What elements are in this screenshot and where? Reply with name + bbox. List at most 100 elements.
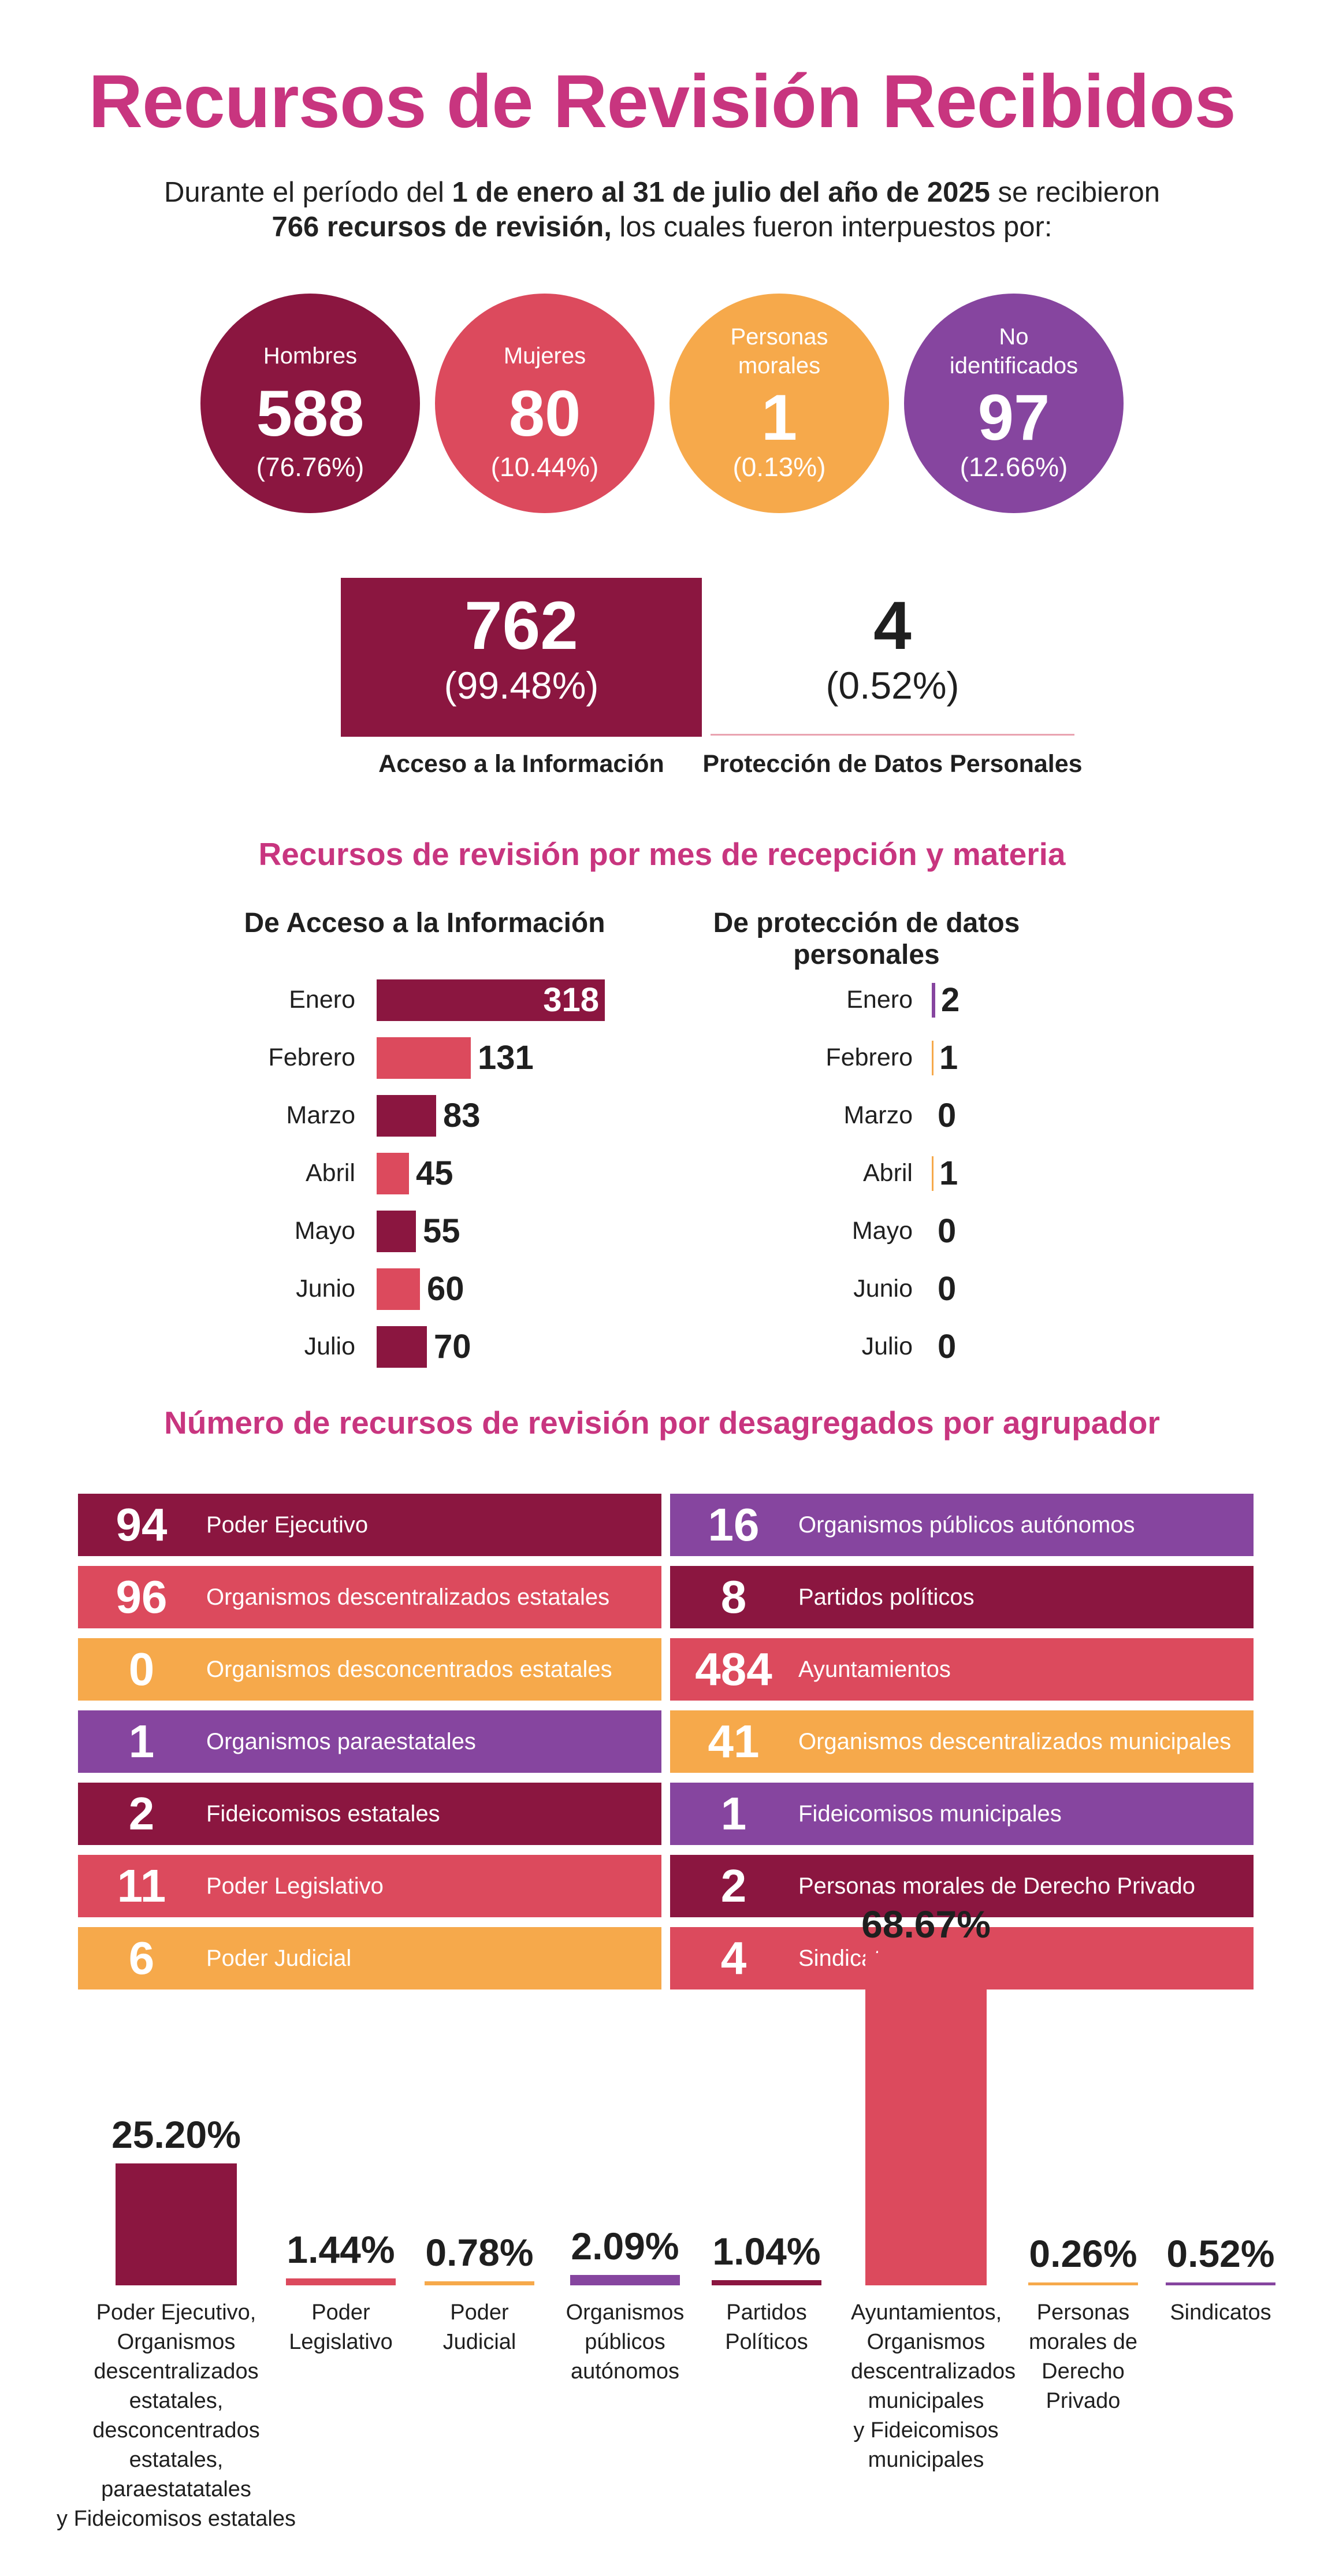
bar-value: 131 xyxy=(478,1039,534,1077)
circle-hombres: Hombres 588 (76.76%) xyxy=(200,294,420,513)
agrupador-label: Organismos públicos autónomos xyxy=(798,1512,1135,1538)
month-label: Julio xyxy=(861,1332,913,1360)
section-title-month: Recursos de revisión por mes de recepció… xyxy=(258,836,1066,872)
agrupador-row: 8 Partidos políticos xyxy=(670,1566,1254,1628)
percent-value: 0.78% xyxy=(425,2231,534,2274)
percent-label: Poder Judicial xyxy=(442,2300,516,2354)
bar-acceso xyxy=(377,979,605,1021)
month-label: Enero xyxy=(289,986,355,1014)
percent-label: Personas morales de Derecho Privado xyxy=(1029,2300,1137,2413)
intro-text: Durante el período del xyxy=(163,177,452,208)
bar-value: 55 xyxy=(423,1212,460,1250)
agrupador-row: 484 Ayuntamientos xyxy=(670,1638,1254,1701)
bar-acceso xyxy=(377,1211,416,1252)
intro-line-1: Durante el período del 1 de enero al 31 … xyxy=(0,176,1324,209)
percent-bar xyxy=(116,2163,237,2285)
percent-value: 1.04% xyxy=(712,2230,821,2273)
agrupador-row: 96 Organismos descentralizados estatales xyxy=(78,1566,661,1628)
materia-datos-underline xyxy=(711,734,1074,736)
section-title-agrupador: Número de recursos de revisión por desag… xyxy=(164,1405,1160,1441)
percent-bar xyxy=(865,1953,987,2285)
month-label: Mayo xyxy=(851,1217,913,1245)
month-label: Junio xyxy=(296,1275,355,1302)
month-label: Abril xyxy=(862,1159,913,1187)
agrupador-label: Fideicomisos estatales xyxy=(206,1801,440,1827)
agrupador-value: 16 xyxy=(708,1499,760,1550)
materia-value: 4 xyxy=(873,588,912,664)
percent-value: 25.20% xyxy=(111,2113,241,2156)
circle-label: Mujeres xyxy=(503,343,586,369)
month-label: Marzo xyxy=(843,1101,913,1129)
circle-label: No identificados xyxy=(949,324,1078,378)
agrupador-label: Organismos desconcentrados estatales xyxy=(206,1657,612,1682)
agrupador-label: Ayuntamientos xyxy=(798,1657,951,1682)
agrupador-label: Organismos paraestatales xyxy=(206,1729,476,1754)
bar-value: 0 xyxy=(938,1097,957,1134)
intro-line-2: 766 recursos de revisión, los cuales fue… xyxy=(0,211,1324,243)
month-label: Abril xyxy=(305,1159,355,1187)
bar-value: 60 xyxy=(427,1270,464,1308)
percent-label: Sindicatos xyxy=(1170,2300,1271,2325)
agrupador-row: 16 Organismos públicos autónomos xyxy=(670,1494,1254,1556)
month-label: Febrero xyxy=(268,1044,355,1071)
agrupador-label: Personas morales de Derecho Privado xyxy=(798,1873,1196,1899)
agrupador-value: 4 xyxy=(720,1932,747,1984)
month-label: Febrero xyxy=(825,1044,913,1071)
agrupador-row: 11 Poder Legislativo xyxy=(78,1855,661,1917)
circle-percent: (76.76%) xyxy=(256,452,365,482)
circle-mujeres: Mujeres 80 (10.44%) xyxy=(435,294,654,513)
agrupador-value: 1 xyxy=(720,1788,747,1839)
materia-label: Protección de Datos Personales xyxy=(702,750,1083,778)
circle-no-identificados: No identificados 97 (12.66%) xyxy=(904,294,1124,513)
agrupador-label: Organismos descentralizados municipales xyxy=(798,1729,1232,1754)
intro-text: se recibieron xyxy=(990,177,1160,208)
agrupador-value: 0 xyxy=(128,1643,155,1695)
bar-datos xyxy=(932,1156,934,1191)
circle-value: 588 xyxy=(256,377,365,450)
agrupador-row: 6 Poder Judicial xyxy=(78,1927,661,1989)
materia-percent: (0.52%) xyxy=(825,664,959,707)
circle-label: Hombres xyxy=(263,343,358,369)
bar-value: 83 xyxy=(443,1097,481,1134)
percent-value: 68.67% xyxy=(861,1903,991,1946)
intro-text: los cuales fueron interpuestos por: xyxy=(611,211,1052,243)
bar-value: 0 xyxy=(938,1212,957,1250)
agrupador-value: 94 xyxy=(116,1499,168,1550)
agrupador-row: 41 Organismos descentralizados municipale… xyxy=(670,1710,1254,1773)
agrupador-label: Organismos descentralizados estatales xyxy=(206,1584,610,1610)
agrupador-value: 1 xyxy=(128,1716,155,1767)
agrupador-value: 6 xyxy=(128,1932,155,1984)
bar-value: 45 xyxy=(416,1155,453,1192)
agrupador-label: Poder Legislativo xyxy=(206,1873,384,1899)
agrupador-value: 11 xyxy=(117,1860,166,1911)
bar-datos xyxy=(932,983,935,1018)
agrupador-value: 8 xyxy=(720,1571,747,1623)
percent-value: 2.09% xyxy=(571,2225,679,2267)
agrupador-value: 484 xyxy=(695,1643,772,1695)
page-title: Recursos de Revisión Recibidos xyxy=(88,59,1236,143)
agrupador-value: 2 xyxy=(720,1860,747,1911)
materia-acceso-box: 762 (99.48%) xyxy=(341,578,702,737)
bar-acceso xyxy=(377,1326,427,1368)
materia-label: Acceso a la Información xyxy=(378,750,664,778)
circle-percent: (0.13%) xyxy=(732,452,826,482)
chart-title-datos: De protección de datos personales xyxy=(713,908,1020,970)
agrupador-row: 2 Fideicomisos estatales xyxy=(78,1783,661,1845)
materia-value: 762 xyxy=(464,588,578,664)
percent-label: Poder Legislativo xyxy=(289,2300,393,2354)
percent-label: Partidos Políticos xyxy=(725,2300,808,2354)
agrupador-row: 0 Organismos desconcentrados estatales xyxy=(78,1638,661,1701)
month-label: Julio xyxy=(304,1332,355,1360)
agrupador-label: Partidos políticos xyxy=(798,1584,975,1610)
month-label: Junio xyxy=(853,1275,913,1302)
chart-title-acceso: De Acceso a la Información xyxy=(244,908,605,938)
bar-acceso xyxy=(377,1037,471,1079)
bar-value: 0 xyxy=(938,1328,957,1365)
bar-value: 318 xyxy=(543,981,599,1019)
percent-bar xyxy=(1166,2282,1275,2285)
agrupador-row: 1 Organismos paraestatales xyxy=(78,1710,661,1773)
intro-period: 1 de enero al 31 de julio del año de 202… xyxy=(452,177,990,208)
bar-value: 1 xyxy=(939,1039,958,1077)
intro-total: 766 recursos de revisión, xyxy=(272,211,612,243)
month-label: Mayo xyxy=(294,1217,355,1245)
